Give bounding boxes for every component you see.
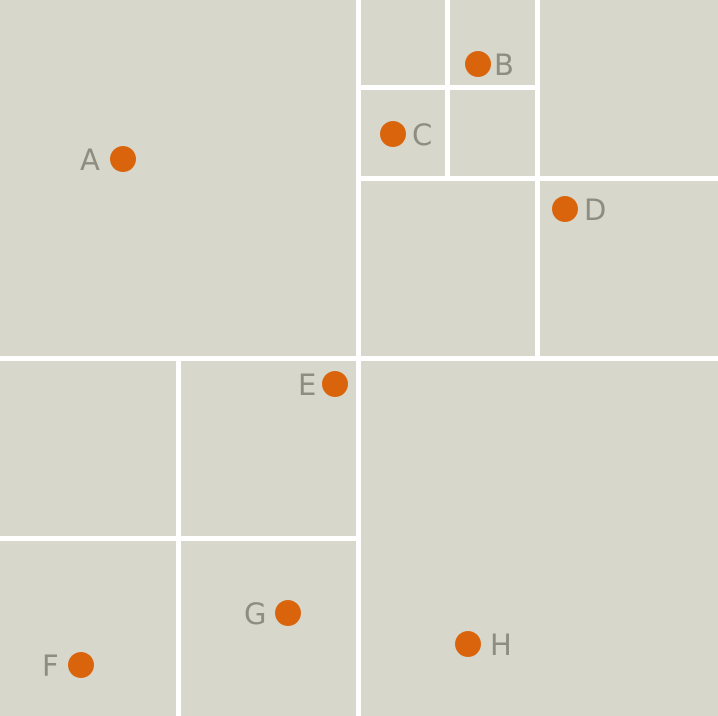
point-e-marker [322,371,348,397]
point-b-marker [465,51,491,77]
point-h-label: H [490,628,512,662]
cell [0,541,176,716]
cell [450,0,535,85]
cell [540,0,718,176]
point-f-label: F [42,649,59,683]
point-a-label: A [80,143,100,177]
cell [181,541,356,716]
cell [0,361,176,536]
cell [361,0,445,85]
point-c-marker [380,121,406,147]
point-d-label: D [584,193,607,227]
point-g-label: G [244,597,267,631]
cell [450,90,535,176]
point-g-marker [275,600,301,626]
point-e-label: E [298,368,317,402]
point-h-marker [455,631,481,657]
point-b-label: B [494,48,514,82]
cell [361,181,535,356]
point-f-marker [68,652,94,678]
point-c-label: C [412,118,433,152]
cell [361,361,718,716]
cell [0,0,356,356]
point-a-marker [110,146,136,172]
point-d-marker [552,196,578,222]
